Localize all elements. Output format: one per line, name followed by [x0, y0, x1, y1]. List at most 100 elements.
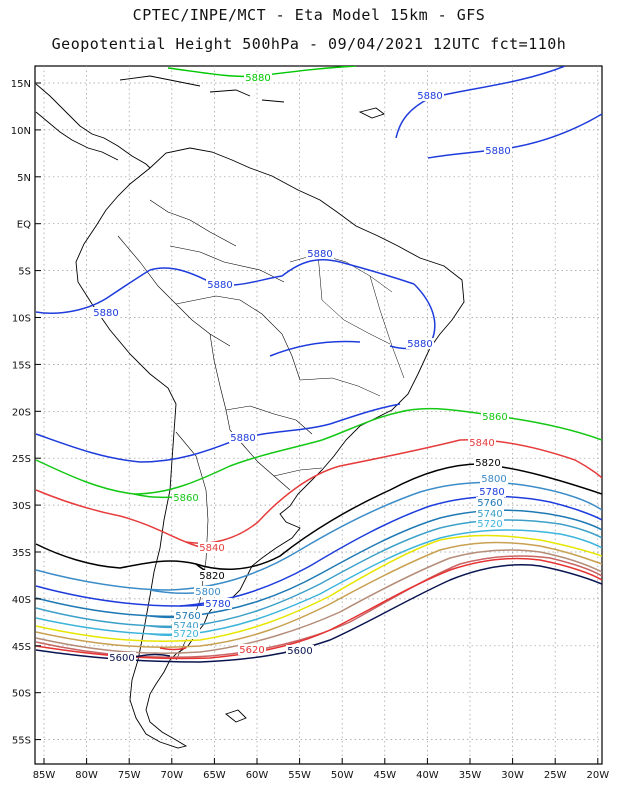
lat-label: 15N	[11, 79, 31, 90]
contour-label-5860: 5860	[482, 412, 507, 423]
contour-label-bg	[468, 437, 496, 448]
contour-5620	[159, 647, 187, 651]
caribbean-islands	[119, 75, 385, 119]
brazil-states	[289, 253, 405, 397]
lat-label: 25S	[12, 454, 31, 465]
lat-label: 15S	[12, 360, 31, 371]
contour-label-bg	[481, 411, 509, 422]
contour-label-bg	[476, 518, 504, 529]
contour-label-5840: 5840	[469, 438, 494, 449]
contour-label-bg	[484, 145, 512, 156]
lon-label: 25W	[544, 770, 567, 781]
contour-5660	[35, 549, 602, 654]
contour-label-bg	[206, 279, 234, 290]
contour-5860	[35, 407, 602, 495]
contour-label-5820: 5820	[475, 458, 500, 469]
contour-5620	[35, 557, 602, 660]
contour-5600	[35, 564, 602, 663]
lon-label: 20W	[586, 770, 609, 781]
lat-label: 5S	[18, 267, 31, 278]
contour-label-bg	[476, 497, 504, 508]
lon-label: 70W	[160, 770, 183, 781]
contour-label-5720: 5720	[477, 519, 502, 530]
contour-labels: 5880 5880 5880 5880 5880 5880 5880 5880 5860 5860…	[92, 72, 512, 664]
contour-label-5600: 5600	[109, 653, 134, 664]
contour-label-bg	[204, 598, 232, 609]
contour-5640	[35, 555, 602, 658]
contour-label-5800: 5800	[195, 587, 220, 598]
country-borders	[117, 199, 323, 661]
contour-5800	[35, 481, 602, 591]
lat-label: 5N	[17, 173, 31, 184]
coastlines	[35, 75, 465, 749]
contour-label-bg	[306, 248, 334, 259]
lat-label: 30S	[12, 501, 31, 512]
contour-lines	[35, 66, 602, 663]
contour-label-5740: 5740	[173, 621, 198, 632]
contour-label-bg	[478, 486, 506, 497]
lat-label: EQ	[17, 220, 31, 231]
contour-label-5820: 5820	[199, 571, 224, 582]
contour-label-5880: 5880	[485, 146, 510, 157]
contour-label-5860: 5860	[173, 493, 198, 504]
south-america-coastline	[75, 147, 465, 749]
contour-label-5880: 5880	[230, 433, 255, 444]
contour-label-bg	[286, 645, 314, 656]
contour-label-5880: 5880	[417, 91, 442, 102]
lat-label: 10N	[11, 126, 31, 137]
contour-label-bg	[416, 90, 444, 101]
contour-label-bg	[92, 307, 120, 318]
contour-label-5600: 5600	[287, 646, 312, 657]
contour-5780	[35, 495, 602, 607]
contour-label-5840: 5840	[199, 543, 224, 554]
contour-label-bg	[172, 492, 200, 503]
contour-label-bg	[198, 542, 226, 553]
lat-label: 35S	[12, 548, 31, 559]
contour-label-5780: 5780	[479, 487, 504, 498]
lon-label: 80W	[75, 770, 98, 781]
contour-label-bg	[476, 508, 504, 519]
contour-5700	[35, 534, 602, 642]
lat-label: 10S	[12, 314, 31, 325]
longitude-labels: 85W 80W 75W 70W 65W 60W 55W 50W 45W 40W 35W 30W 25W 2…	[33, 758, 609, 781]
contour-label-bg	[229, 432, 257, 443]
lon-label: 65W	[203, 770, 226, 781]
contour-label-bg	[480, 473, 508, 484]
contour-label-5800: 5800	[481, 474, 506, 485]
lat-label: 20S	[12, 407, 31, 418]
contour-5880	[35, 269, 151, 314]
contour-label-5880: 5880	[207, 280, 232, 291]
contour-5680	[35, 541, 602, 648]
contour-label-5760: 5760	[175, 611, 200, 622]
contour-label-bg	[406, 338, 434, 349]
contour-label-5720: 5720	[173, 629, 198, 640]
map-title-line2: Geopotential Height 500hPa - 09/04/2021 …	[51, 35, 567, 53]
lat-label: 50S	[12, 689, 31, 700]
latitude-labels: 15N 10N 5N EQ 5S 10S 15S 20S 25S 30S 35S 40S 45S 50S 5…	[11, 79, 41, 747]
lon-label: 85W	[33, 770, 56, 781]
contour-label-5760: 5760	[477, 498, 502, 509]
contour-5880	[269, 340, 361, 357]
contour-label-bg	[244, 72, 272, 83]
contour-label-bg	[172, 620, 200, 631]
lat-label: 55S	[12, 736, 31, 747]
lon-label: 45W	[373, 770, 396, 781]
lon-label: 55W	[288, 770, 311, 781]
contour-label-5740: 5740	[477, 509, 502, 520]
contour-label-bg	[172, 628, 200, 639]
contour-label-bg	[238, 644, 266, 655]
lat-label: 40S	[12, 595, 31, 606]
contour-5840	[35, 438, 602, 544]
contour-label-5880: 5880	[245, 73, 270, 84]
lon-label: 60W	[246, 770, 269, 781]
contour-5880	[149, 258, 415, 286]
contour-label-bg	[474, 457, 502, 468]
contour-label-5880: 5880	[407, 339, 432, 350]
lat-label: 45S	[12, 642, 31, 653]
contour-label-bg	[108, 652, 136, 663]
contour-label-bg	[194, 586, 222, 597]
falklands	[225, 709, 247, 723]
lon-label: 35W	[459, 770, 482, 781]
lon-label: 75W	[118, 770, 141, 781]
